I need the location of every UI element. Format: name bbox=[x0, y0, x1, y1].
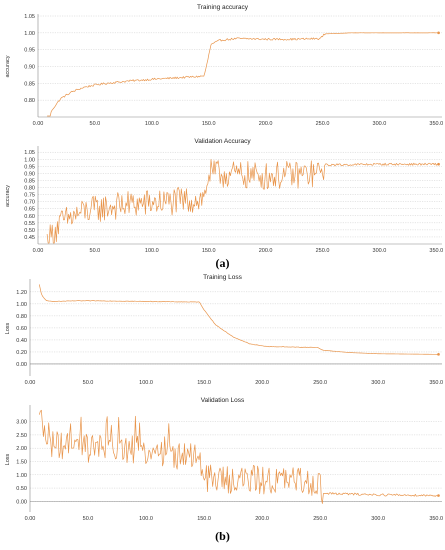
y-axis-label: accuracy bbox=[5, 185, 11, 207]
x-tick-label: 250.0 bbox=[313, 380, 327, 386]
y-tick-label: 1.20 bbox=[16, 290, 27, 296]
y-tick-label: 1.00 bbox=[24, 31, 35, 37]
y-tick-label: 0.85 bbox=[24, 81, 35, 87]
x-tick-label: 300.0 bbox=[373, 121, 387, 127]
x-tick-label: 0.00 bbox=[33, 121, 44, 127]
x-tick-label: 50.0 bbox=[83, 516, 94, 522]
y-tick-label: 0.80 bbox=[24, 186, 35, 192]
x-tick-label: 100.0 bbox=[145, 248, 159, 254]
y-tick-label: 0.00 bbox=[16, 362, 27, 368]
series-line bbox=[47, 32, 439, 117]
x-tick-label: 150.0 bbox=[202, 121, 216, 127]
y-tick-label: 0.80 bbox=[16, 314, 27, 320]
caption-b: (b) bbox=[215, 529, 230, 543]
y-tick-label: 1.00 bbox=[24, 157, 35, 163]
y-axis-label: accuracy bbox=[5, 55, 11, 77]
chart-title: Training accuracy bbox=[197, 4, 249, 11]
x-tick-label: 350.0 bbox=[429, 516, 443, 522]
end-point bbox=[437, 494, 440, 497]
y-tick-label: 2.50 bbox=[16, 433, 27, 439]
y-tick-label: 0.45 bbox=[24, 235, 35, 241]
x-tick-label: 250.0 bbox=[316, 121, 330, 127]
y-tick-label: 0.95 bbox=[24, 48, 35, 54]
y-tick-label: 0.75 bbox=[24, 193, 35, 199]
end-point bbox=[437, 353, 440, 356]
x-tick-label: 250.0 bbox=[316, 248, 330, 254]
y-tick-label: 0.50 bbox=[16, 486, 27, 492]
y-axis-label: Loss bbox=[5, 322, 11, 334]
y-tick-label: 0.55 bbox=[24, 221, 35, 227]
x-tick-label: 50.0 bbox=[90, 121, 101, 127]
y-tick-label: 0.80 bbox=[24, 98, 35, 104]
x-tick-label: 300.0 bbox=[371, 380, 385, 386]
y-tick-label: 0.90 bbox=[24, 65, 35, 71]
series-line bbox=[38, 284, 439, 355]
x-tick-label: 0.00 bbox=[33, 248, 44, 254]
y-tick-label: 0.40 bbox=[16, 338, 27, 344]
chart-training-accuracy: Training accuracy accuracy 0.80 0.85 0.90 0.9… bbox=[5, 4, 443, 127]
end-point bbox=[437, 162, 440, 166]
y-tick-label: 1.05 bbox=[24, 150, 35, 156]
x-tick-label: 350.0 bbox=[429, 380, 443, 386]
y-tick-label: 0.20 bbox=[16, 350, 27, 356]
y-tick-label: 0.60 bbox=[24, 214, 35, 220]
chart-training-loss: Training Loss Loss 0.00 0.20 0.40 0.60 0.80 1.0… bbox=[5, 274, 443, 386]
y-tick-label: 0.60 bbox=[16, 326, 27, 332]
x-tick-label: 150.0 bbox=[197, 380, 211, 386]
chart-title: Validation Accuracy bbox=[194, 138, 251, 145]
y-tick-label: 0.65 bbox=[24, 207, 35, 213]
y-tick-label: 2.00 bbox=[16, 446, 27, 452]
caption-a: (a) bbox=[215, 256, 230, 270]
y-tick-label: 0.50 bbox=[24, 228, 35, 234]
y-tick-label: 3.00 bbox=[16, 420, 27, 426]
x-tick-label: 350.0 bbox=[429, 248, 443, 254]
y-tick-label: 1.50 bbox=[16, 459, 27, 465]
y-tick-label: 0.90 bbox=[24, 171, 35, 177]
y-tick-label: 0.70 bbox=[24, 200, 35, 206]
x-tick-label: 250.0 bbox=[313, 516, 327, 522]
x-tick-label: 50.0 bbox=[83, 380, 94, 386]
series-line bbox=[38, 409, 439, 504]
chart-validation-accuracy: Validation Accuracyaccuracy0.450.500.550… bbox=[5, 138, 443, 254]
x-tick-label: 150.0 bbox=[197, 516, 211, 522]
y-tick-label: 0.95 bbox=[24, 164, 35, 170]
x-tick-label: 100.0 bbox=[145, 121, 159, 127]
series-line bbox=[46, 159, 439, 244]
chart-validation-loss: Validation Loss Loss 0.00 0.50 1.00 1.50 2.00 2… bbox=[5, 397, 443, 522]
x-tick-label: 350.0 bbox=[429, 121, 443, 127]
x-tick-label: 100.0 bbox=[139, 380, 153, 386]
x-tick-label: 100.0 bbox=[139, 516, 153, 522]
y-tick-label: 0.00 bbox=[16, 499, 27, 505]
x-tick-label: 200.0 bbox=[259, 248, 273, 254]
chart-title: Validation Loss bbox=[201, 397, 245, 404]
x-tick-label: 300.0 bbox=[371, 516, 385, 522]
y-tick-label: 1.00 bbox=[16, 302, 27, 308]
y-tick-label: 1.05 bbox=[24, 14, 35, 20]
y-tick-label: 0.85 bbox=[24, 178, 35, 184]
y-tick-label: 1.00 bbox=[16, 473, 27, 479]
chart-title: Training Loss bbox=[203, 274, 243, 281]
x-tick-label: 200.0 bbox=[255, 380, 269, 386]
x-tick-label: 200.0 bbox=[259, 121, 273, 127]
end-point bbox=[437, 31, 440, 35]
x-tick-label: 300.0 bbox=[373, 248, 387, 254]
x-tick-label: 0.00 bbox=[25, 380, 36, 386]
x-tick-label: 150.0 bbox=[202, 248, 216, 254]
y-axis-label: Loss bbox=[5, 453, 11, 465]
x-tick-label: 200.0 bbox=[255, 516, 269, 522]
x-tick-label: 0.00 bbox=[25, 516, 36, 522]
x-tick-label: 50.0 bbox=[90, 248, 101, 254]
